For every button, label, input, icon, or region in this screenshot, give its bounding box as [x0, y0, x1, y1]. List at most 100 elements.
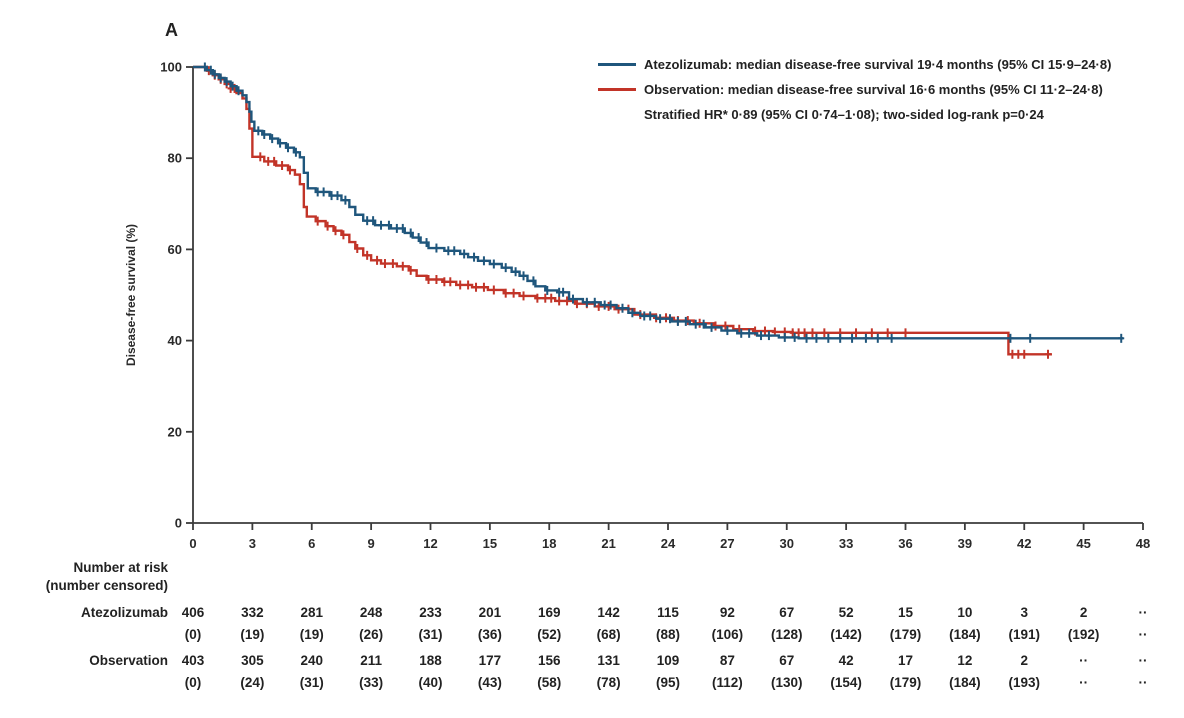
x-tick-label: 6	[308, 536, 315, 551]
risk-censored-cell: (19)	[299, 627, 324, 642]
x-tick-label: 39	[958, 536, 972, 551]
risk-censored-cell: (43)	[477, 675, 502, 690]
y-tick-label: 40	[168, 333, 182, 348]
y-axis-title: Disease-free survival (%)	[124, 223, 138, 367]
risk-censored-cell: ··	[1138, 627, 1148, 642]
legend-row-hr: Stratified HR* 0·89 (95% CI 0·74–1·08); …	[598, 102, 1111, 127]
risk-row-label-atezolizumab: Atezolizumab	[80, 605, 168, 620]
risk-n-cell: 92	[719, 605, 735, 620]
risk-censored-cell: (19)	[240, 627, 265, 642]
risk-n-cell: ··	[1079, 653, 1089, 668]
risk-censored-cell: ··	[1138, 675, 1148, 690]
risk-n-cell: 201	[478, 605, 502, 620]
risk-n-cell: 109	[656, 653, 680, 668]
risk-table-header-line2: (number censored)	[45, 578, 168, 593]
risk-n-cell: 142	[597, 605, 620, 620]
risk-censored-cell: (184)	[949, 675, 981, 690]
risk-n-cell: 403	[181, 653, 205, 668]
risk-censored-cell: (26)	[359, 627, 384, 642]
risk-n-cell: 115	[657, 605, 679, 620]
risk-n-cell: 87	[719, 653, 735, 668]
risk-censored-cell: (191)	[1008, 627, 1040, 642]
risk-n-cell: 2	[1079, 605, 1088, 620]
risk-censored-cell: (154)	[830, 675, 862, 690]
risk-n-cell: 305	[241, 653, 264, 668]
risk-n-cell: 332	[241, 605, 264, 620]
risk-censored-cell: (68)	[596, 627, 621, 642]
risk-censored-cell: (52)	[537, 627, 562, 642]
legend-text-hr: Stratified HR* 0·89 (95% CI 0·74–1·08); …	[644, 107, 1044, 122]
risk-n-cell: 67	[779, 605, 795, 620]
risk-censored-cell: (179)	[889, 627, 922, 642]
risk-censored-cell: (58)	[537, 675, 562, 690]
observation-line-swatch	[598, 88, 636, 91]
x-tick-label: 27	[720, 536, 734, 551]
risk-n-cell: 156	[537, 653, 561, 668]
risk-censored-cell: (78)	[596, 675, 621, 690]
risk-n-cell: 188	[419, 653, 442, 668]
risk-censored-cell: (95)	[655, 675, 680, 690]
risk-censored-cell: (112)	[711, 675, 743, 690]
risk-n-cell: 67	[779, 653, 795, 668]
risk-censored-cell: (128)	[770, 627, 803, 642]
risk-n-cell: 169	[537, 605, 561, 620]
x-tick-label: 3	[249, 536, 256, 551]
x-tick-label: 24	[661, 536, 676, 551]
risk-n-cell: 177	[478, 653, 502, 668]
risk-n-cell: 131	[597, 653, 620, 668]
legend-text-atezolizumab: Atezolizumab: median disease-free surviv…	[644, 57, 1112, 72]
x-tick-label: 15	[483, 536, 497, 551]
x-tick-label: 33	[839, 536, 853, 551]
risk-censored-cell: (142)	[830, 627, 862, 642]
risk-n-cell: 17	[897, 653, 914, 668]
x-tick-label: 21	[601, 536, 615, 551]
legend-row-observation: Observation: median disease-free surviva…	[598, 77, 1111, 102]
x-tick-label: 42	[1017, 536, 1031, 551]
risk-n-cell: 42	[838, 653, 854, 668]
risk-row-label-observation: Observation	[89, 653, 168, 668]
x-tick-label: 9	[368, 536, 375, 551]
risk-n-cell: 15	[897, 605, 914, 620]
x-tick-label: 12	[423, 536, 437, 551]
risk-censored-cell: (31)	[299, 675, 324, 690]
x-tick-label: 36	[898, 536, 912, 551]
risk-censored-cell: (88)	[655, 627, 680, 642]
x-tick-label: 30	[780, 536, 794, 551]
risk-n-cell: 211	[360, 653, 383, 668]
risk-n-cell: ··	[1138, 605, 1148, 620]
legend-text-observation: Observation: median disease-free surviva…	[644, 82, 1103, 97]
risk-n-cell: 12	[957, 653, 973, 668]
risk-n-cell: 3	[1020, 605, 1028, 620]
y-tick-label: 80	[168, 151, 182, 166]
risk-n-cell: 281	[300, 605, 324, 620]
risk-n-cell: 240	[300, 653, 324, 668]
risk-censored-cell: (192)	[1067, 627, 1100, 642]
risk-n-cell: 2	[1020, 653, 1028, 668]
risk-n-cell: ··	[1138, 653, 1148, 668]
risk-censored-cell: (36)	[477, 627, 502, 642]
risk-censored-cell: (0)	[184, 627, 202, 642]
x-tick-label: 0	[189, 536, 196, 551]
risk-censored-cell: (184)	[949, 627, 981, 642]
risk-censored-cell: (179)	[889, 675, 922, 690]
risk-censored-cell: ··	[1079, 675, 1089, 690]
risk-censored-cell: (33)	[359, 675, 384, 690]
risk-censored-cell: (40)	[418, 675, 443, 690]
legend: Atezolizumab: median disease-free surviv…	[598, 52, 1111, 127]
risk-censored-cell: (31)	[418, 627, 443, 642]
y-tick-label: 20	[168, 424, 182, 439]
y-tick-label: 60	[168, 242, 182, 257]
x-tick-label: 18	[542, 536, 556, 551]
risk-censored-cell: (193)	[1008, 675, 1040, 690]
risk-censored-cell: (0)	[184, 675, 202, 690]
risk-table-header-line1: Number at risk	[73, 560, 168, 575]
y-tick-label: 0	[175, 516, 182, 531]
atezolizumab-line-swatch	[598, 63, 636, 66]
axes	[192, 67, 1143, 524]
risk-n-cell: 248	[359, 605, 383, 620]
legend-row-atezolizumab: Atezolizumab: median disease-free surviv…	[598, 52, 1111, 77]
risk-n-cell: 52	[838, 605, 854, 620]
panel-label: A	[165, 20, 178, 40]
